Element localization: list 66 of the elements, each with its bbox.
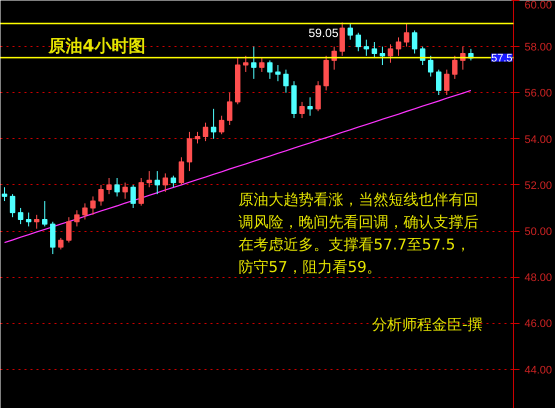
candlestick — [218, 115, 224, 135]
candlestick — [444, 69, 450, 96]
candlestick — [420, 46, 426, 66]
candlestick — [42, 200, 48, 227]
candlestick — [26, 212, 32, 227]
candlestick — [340, 22, 345, 56]
candlestick — [138, 177, 144, 206]
candlestick — [202, 122, 208, 142]
candlestick — [122, 182, 128, 200]
candlestick — [178, 156, 184, 186]
y-tick-label: 56.00 — [524, 88, 552, 100]
candlestick — [50, 221, 56, 255]
candlestick — [315, 80, 321, 112]
candlestick — [388, 44, 394, 64]
candlestick — [428, 55, 434, 78]
y-tick-label: 60.00 — [524, 0, 552, 12]
candlestick — [372, 41, 378, 59]
candlestick — [114, 177, 120, 197]
candlestick — [186, 131, 192, 172]
y-tick-label: 44.00 — [524, 364, 552, 376]
candlestick — [436, 69, 442, 96]
candlestick — [259, 58, 265, 72]
y-tick-label: 46.00 — [524, 318, 552, 330]
candlestick — [348, 23, 353, 40]
candlestick — [299, 101, 305, 119]
candlestick — [275, 64, 281, 82]
candlestick — [74, 210, 80, 227]
candlestick — [396, 36, 402, 56]
y-tick-label: 48.00 — [524, 272, 552, 284]
candlestick — [130, 184, 136, 208]
candlestick — [307, 96, 313, 116]
annotation: 分析师程金臣-撰 — [372, 316, 483, 334]
candlestick — [251, 46, 256, 80]
y-tick-label: 50.00 — [524, 226, 552, 238]
annotation: 59.05 — [308, 26, 339, 40]
candlestick — [170, 175, 176, 188]
candlestick — [267, 60, 273, 80]
candlestick — [58, 237, 64, 250]
candlestick — [210, 108, 216, 140]
candlestick — [34, 214, 40, 230]
candlestick — [452, 55, 458, 80]
candlestick — [90, 196, 96, 216]
candlestick — [364, 39, 370, 56]
candlestick — [98, 184, 104, 206]
y-tick-label: 58.00 — [524, 42, 552, 54]
candlestick — [18, 207, 24, 225]
candlestick — [194, 131, 200, 144]
candlestick — [154, 170, 160, 195]
candlestick — [356, 32, 362, 52]
candlestick — [162, 172, 168, 192]
candlestick — [66, 216, 72, 244]
candlestick — [404, 23, 410, 48]
y-tick-label: 52.00 — [524, 180, 552, 192]
candlestick — [243, 55, 248, 72]
candlestick — [283, 69, 289, 94]
text: 原油4小时图 — [48, 36, 146, 56]
candlestick — [10, 194, 16, 218]
candlestick — [146, 170, 152, 188]
candlestick — [380, 46, 386, 66]
y-tick-label: 54.00 — [524, 134, 552, 146]
candlestick — [2, 186, 8, 202]
annotation: 原油大趋势看涨，当然短线也伴有回调风险，晚间先看回调，确认支撑后在考虑近多。支撑看57.7至57.5，防守57，阻力看59。 — [238, 190, 478, 276]
candlestick — [226, 92, 232, 126]
candlestick — [82, 202, 88, 220]
candlestick — [412, 30, 418, 54]
candlestick — [106, 177, 112, 195]
